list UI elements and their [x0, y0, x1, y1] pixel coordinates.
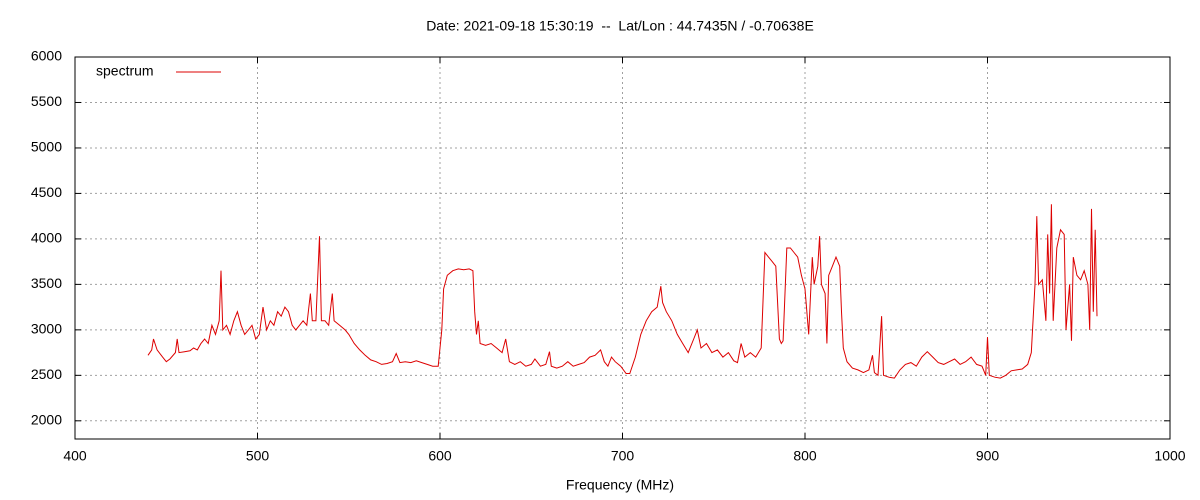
x-tick-label: 1000: [1154, 448, 1185, 464]
x-tick-label: 600: [428, 448, 452, 464]
plot-border: [74, 56, 1171, 440]
y-tick-label: 4500: [31, 184, 62, 200]
y-tick-label: 5000: [31, 139, 62, 155]
x-axis-label: Frequency (MHz): [566, 477, 674, 493]
x-tick-label: 400: [63, 448, 87, 464]
y-tick-label: 3500: [31, 275, 62, 291]
y-tick-label: 2000: [31, 412, 62, 428]
y-tick-label: 2500: [31, 366, 62, 382]
chart-title: Date: 2021-09-18 15:30:19 -- Lat/Lon : 4…: [426, 18, 814, 34]
y-tick-label: 4000: [31, 230, 62, 246]
y-tick-label: 3000: [31, 321, 62, 337]
x-tick-label: 700: [611, 448, 635, 464]
y-tick-label: 5500: [31, 93, 62, 109]
y-tick-label: 6000: [31, 48, 62, 64]
x-tick-label: 900: [976, 448, 1000, 464]
x-tick-label: 500: [246, 448, 270, 464]
series-line: [147, 204, 1098, 379]
x-tick-label: 800: [793, 448, 817, 464]
legend-label: spectrum: [96, 63, 154, 79]
